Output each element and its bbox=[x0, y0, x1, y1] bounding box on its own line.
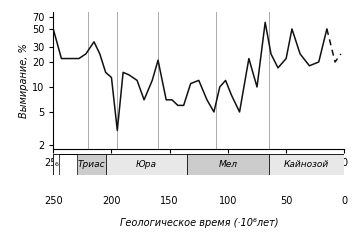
Text: 0: 0 bbox=[341, 196, 348, 206]
Text: 200: 200 bbox=[102, 196, 121, 206]
Text: Мел: Мел bbox=[218, 160, 237, 169]
Bar bbox=[53, 154, 59, 175]
Text: Кайнозой: Кайнозой bbox=[284, 160, 329, 169]
Bar bbox=[77, 154, 106, 175]
Bar bbox=[106, 154, 187, 175]
Text: 150: 150 bbox=[160, 196, 179, 206]
Text: 100: 100 bbox=[219, 196, 237, 206]
Text: 250: 250 bbox=[44, 196, 62, 206]
Text: Геологическое время (·10⁶лет): Геологическое время (·10⁶лет) bbox=[120, 218, 278, 228]
Text: 50: 50 bbox=[280, 196, 292, 206]
Bar bbox=[269, 154, 344, 175]
Y-axis label: Вымирание, %: Вымирание, % bbox=[19, 43, 29, 118]
Text: Юра: Юра bbox=[136, 160, 157, 169]
Text: 6: 6 bbox=[54, 162, 58, 167]
Text: Триас: Триас bbox=[77, 160, 105, 169]
Bar bbox=[187, 154, 269, 175]
